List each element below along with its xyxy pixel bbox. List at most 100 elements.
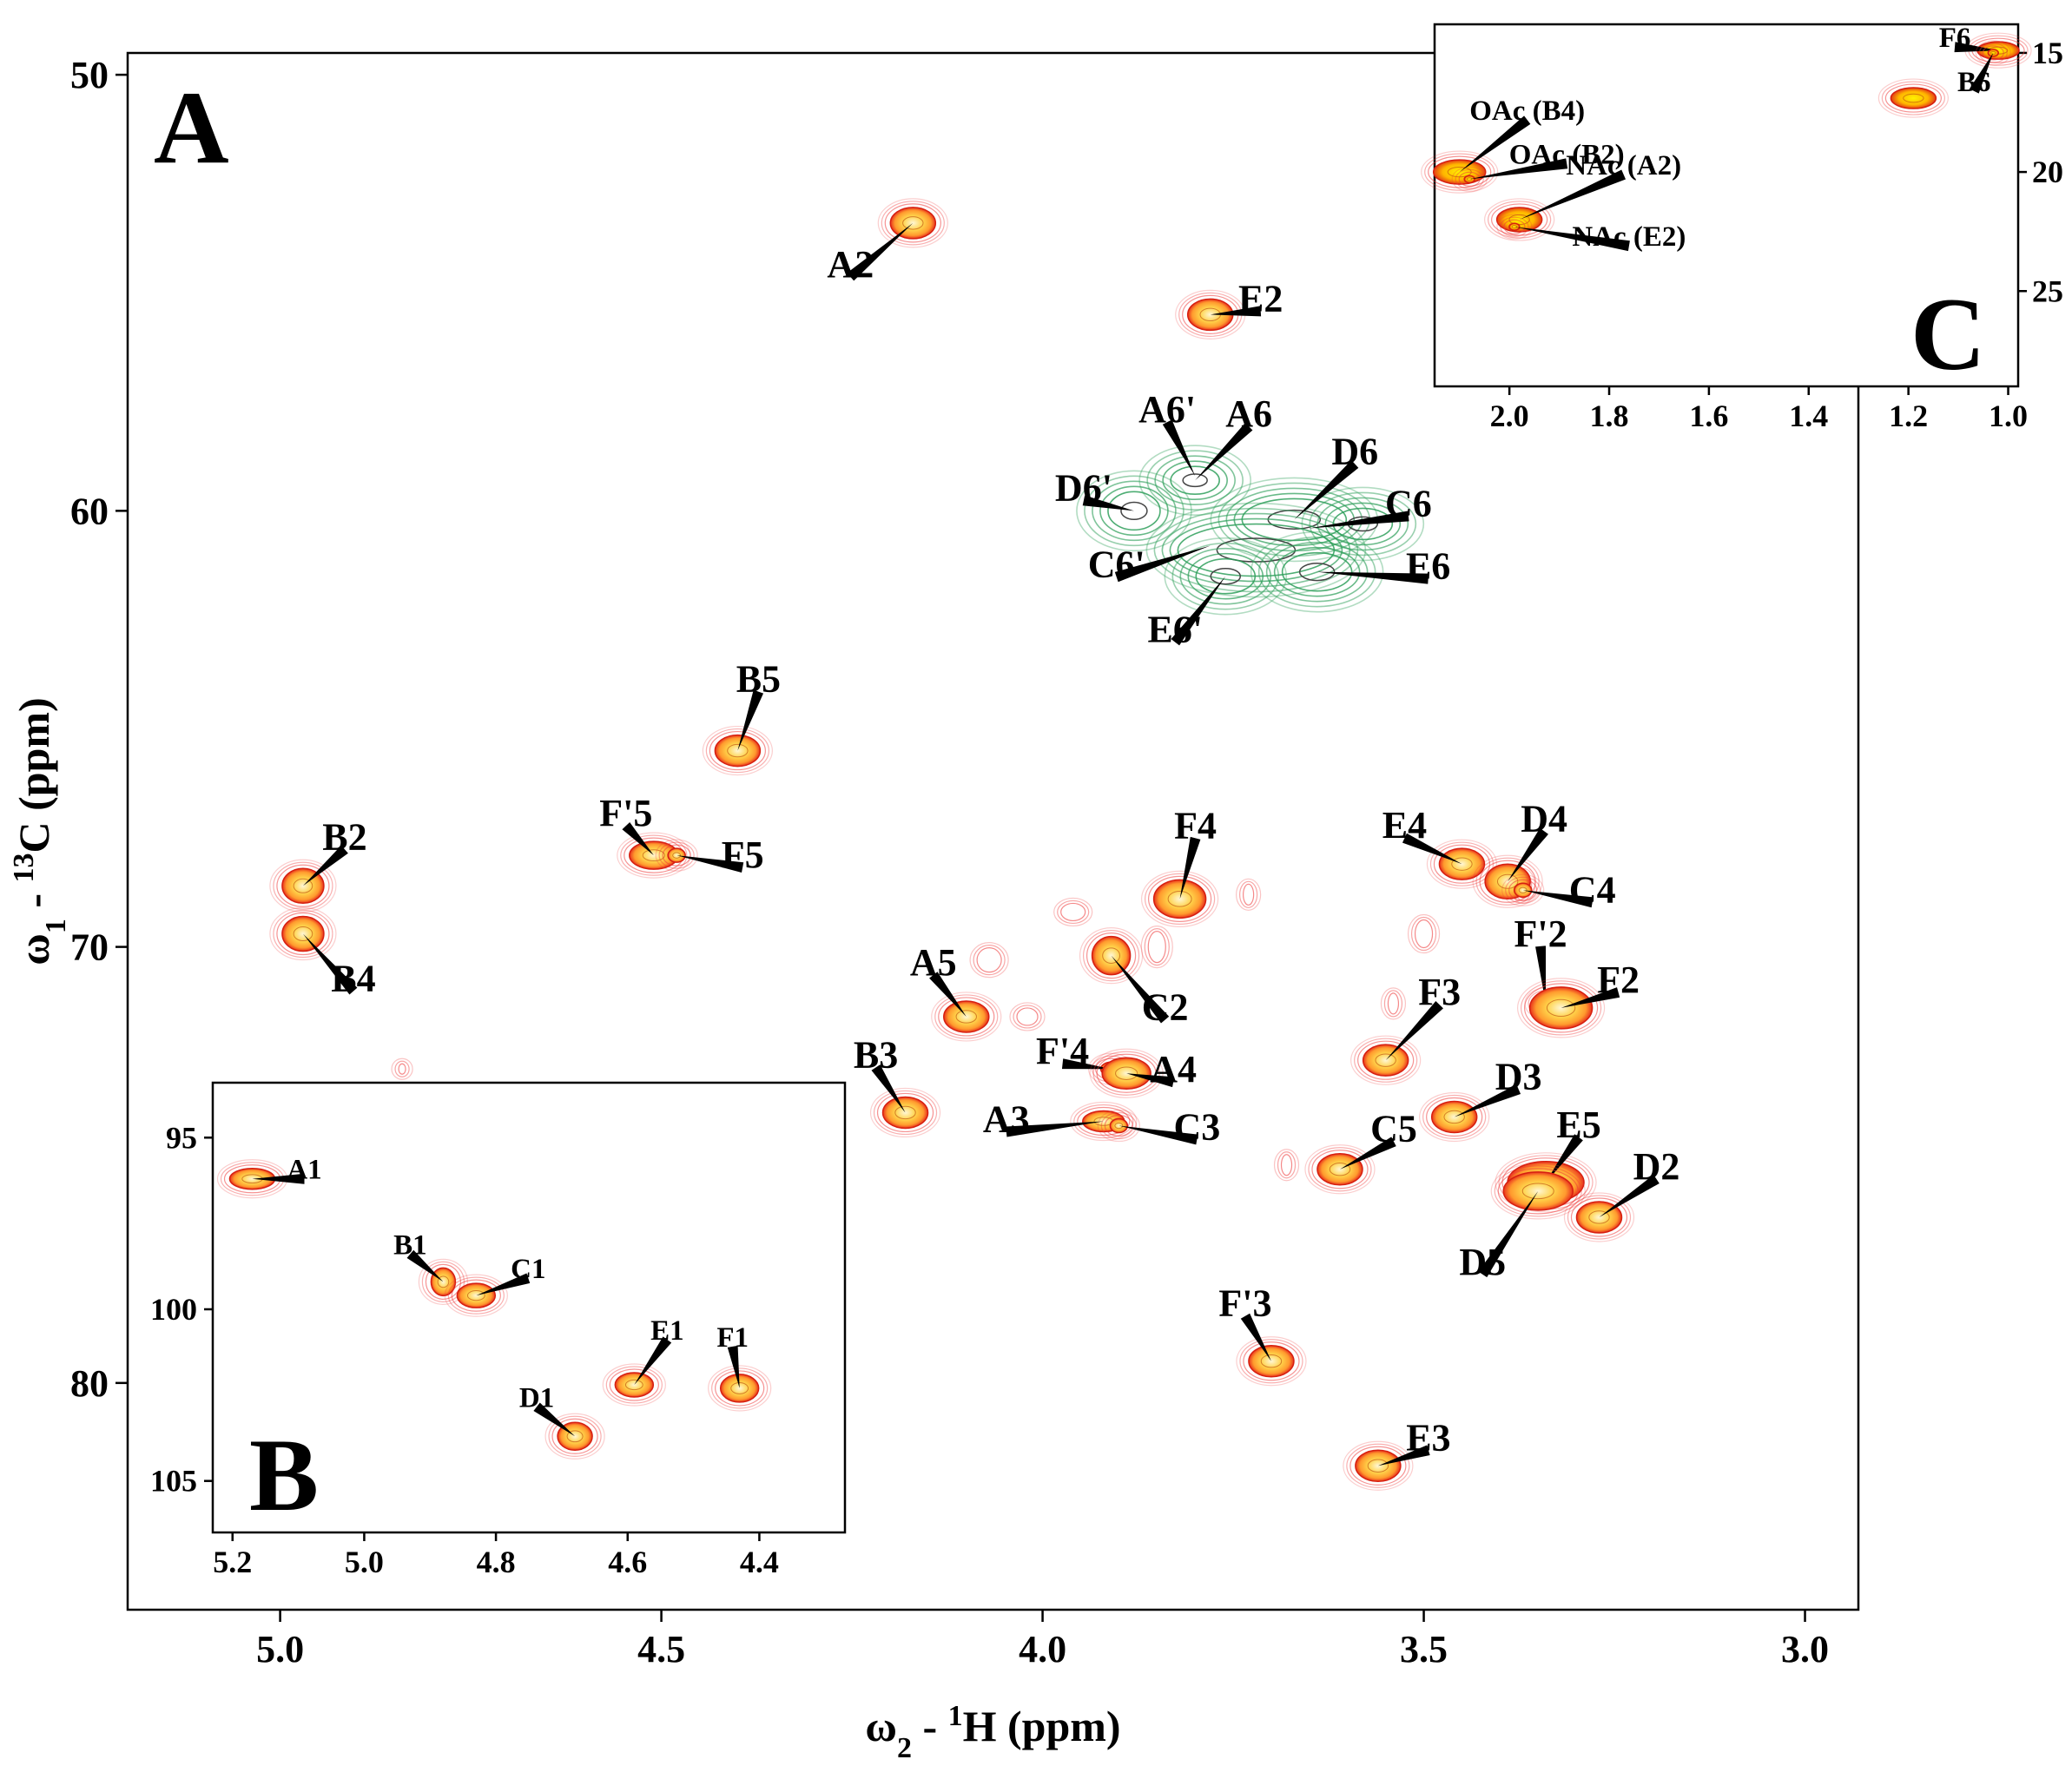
peak-a1-pointer — [252, 1173, 305, 1184]
peak-d4-pointer — [1508, 827, 1548, 882]
peak-b1-pointer — [406, 1249, 444, 1282]
peak-c1-label: C1 — [511, 1254, 545, 1285]
panel-b-y-tick-label: 105 — [150, 1464, 197, 1499]
panel-a-x-tick-label: 4.0 — [1019, 1628, 1066, 1670]
peak-c5-pointer — [1339, 1137, 1396, 1170]
peak-e6-prime-pointer — [1171, 576, 1226, 646]
peak-e6-prime-label: E6' — [1147, 609, 1203, 651]
panel-a-y-tick-label: 50 — [70, 54, 109, 96]
panel-c-letter: C — [1910, 276, 1986, 392]
panel-a-y-tick-label: 70 — [70, 926, 109, 969]
panel-c-x-tick-label: 1.6 — [1689, 399, 1728, 433]
c6-region-contour-cluster — [1076, 445, 1425, 616]
peak-unlabeled-6 — [1877, 78, 1949, 118]
peak-e6-label: E6 — [1406, 545, 1450, 588]
peak-d6-prime-label: D6' — [1055, 466, 1112, 509]
peak-c6-prime-label: C6' — [1088, 544, 1145, 586]
peak-a6-label: A6 — [1225, 392, 1272, 435]
peak-oac-b4-pointer — [1459, 115, 1531, 173]
panel-a-x-tick-label: 4.5 — [637, 1628, 685, 1670]
peak-oac-b2-pointer — [1469, 158, 1568, 180]
panel-b-x-tick-label: 4.8 — [477, 1545, 516, 1579]
peak-b4-label: B4 — [331, 958, 375, 1000]
peak-c1-pointer — [476, 1273, 531, 1296]
peak-f5 — [655, 839, 698, 872]
peak-e6-pointer — [1316, 571, 1429, 584]
peak-oac-b2 — [1451, 166, 1488, 192]
peak-e4-pointer — [1402, 833, 1462, 865]
panel-b-y-tick-label: 95 — [166, 1120, 197, 1155]
peak-b5-pointer — [737, 689, 764, 751]
peak-e1-label: E1 — [650, 1315, 684, 1347]
peak-f2-pointer — [1561, 987, 1620, 1008]
x-axis-title-part: 2 — [897, 1732, 912, 1764]
peak-c3-label: C3 — [1173, 1106, 1220, 1149]
x-axis-title-part: H (ppm) — [963, 1702, 1121, 1750]
peak-d5-label: D5 — [1459, 1241, 1506, 1283]
panel-a-letter: A — [154, 69, 229, 185]
peak-e2-label: E2 — [1238, 277, 1283, 320]
peak-c4-label: C4 — [1569, 868, 1616, 911]
peak-e3 — [1343, 1440, 1414, 1491]
panel-b-plot-frame — [211, 1081, 847, 1534]
y-axis-title: ω1 - 13C (ppm) — [8, 697, 72, 965]
x-axis-title-part: - — [912, 1702, 948, 1750]
peak-b5-label: B5 — [736, 658, 781, 701]
peak-d6-pointer — [1294, 459, 1359, 520]
peak-b1-label: B1 — [393, 1229, 427, 1261]
x-axis-title: ω2 - 1H (ppm) — [865, 1700, 1120, 1764]
peak-d2-label: D2 — [1633, 1145, 1680, 1188]
panel-b-x-tick-label: 4.4 — [740, 1545, 779, 1579]
peak-f-prime5-pointer — [622, 822, 654, 856]
peak-b2-label: B2 — [322, 815, 366, 858]
peak-a2-label: A2 — [827, 243, 874, 286]
peak-d5-pointer — [1478, 1190, 1539, 1278]
panel-c-x-tick-label: 1.2 — [1889, 399, 1928, 433]
peak-c3 — [1097, 1109, 1140, 1143]
peak-d4-label: D4 — [1521, 797, 1567, 840]
peak-f3-pointer — [1385, 1001, 1443, 1061]
peak-f-prime4-label: F'4 — [1036, 1030, 1089, 1072]
panel-a-x-tick-label: 3.0 — [1781, 1628, 1829, 1670]
peak-e1-pointer — [634, 1336, 672, 1385]
peak-a1-label: A1 — [287, 1155, 321, 1186]
peak-c6-prime-pointer — [1114, 545, 1211, 583]
peak-nac-e2 — [1496, 214, 1533, 240]
y-axis-title-part: 13 — [8, 853, 40, 882]
peak-d3-pointer — [1454, 1084, 1521, 1117]
peak-d1-pointer — [533, 1402, 576, 1437]
panel-b-y-tick-label: 100 — [150, 1292, 197, 1327]
panel-b-letter: B — [249, 1417, 319, 1532]
peak-nac-a2-label: NAc (A2) — [1566, 150, 1681, 181]
peak-a6-prime-label: A6' — [1138, 388, 1196, 431]
y-axis-title-part: ω — [10, 933, 58, 965]
panel-a-x-tick-label: 3.5 — [1400, 1628, 1448, 1670]
peak-d3-label: D3 — [1495, 1055, 1542, 1097]
peak-b3-label: B3 — [854, 1033, 898, 1076]
peak-b4-pointer — [302, 933, 358, 995]
panel-c-inset: 2.0 1.8 1.6 1.4 1.2 1.0 15 20 25 F6 B6 OAc (B4) OAc … — [1421, 23, 2063, 433]
peak-d1-label: D1 — [519, 1382, 554, 1413]
peak-a4-label: A4 — [1150, 1048, 1197, 1091]
panel-c-x-tick-label: 1.8 — [1590, 399, 1629, 433]
peak-c6-pointer — [1309, 511, 1409, 529]
peak-e2-pointer — [1210, 306, 1262, 317]
peak-f5-pointer — [676, 855, 744, 873]
panel-b-inset: 5.2 5.0 4.8 4.6 4.4 95 100 105 A1 B1 C1 E1 F1 D1 B — [150, 1081, 847, 1579]
panel-c-y-tick-label: 20 — [2032, 155, 2063, 189]
peak-f6-label: F6 — [1939, 23, 1971, 54]
peak-b5 — [702, 725, 773, 776]
peak-oac-b4-label: OAc (B4) — [1469, 96, 1585, 127]
peak-f-prime2-pointer — [1535, 946, 1547, 1004]
peak-f-prime2-label: F'2 — [1514, 913, 1567, 955]
panel-c-y-tick-label: 15 — [2032, 36, 2063, 70]
peak-f4-pointer — [1179, 836, 1201, 899]
peak-f6-pointer — [1954, 42, 1999, 53]
x-axis-title-part: ω — [865, 1702, 897, 1750]
panel-c-x-tick-label: 1.0 — [1989, 399, 2028, 433]
y-axis-title-part: - — [10, 882, 58, 919]
peak-b6-label: B6 — [1957, 67, 1991, 98]
peak-b3-pointer — [871, 1064, 906, 1113]
peak-f-prime3-pointer — [1240, 1313, 1271, 1361]
